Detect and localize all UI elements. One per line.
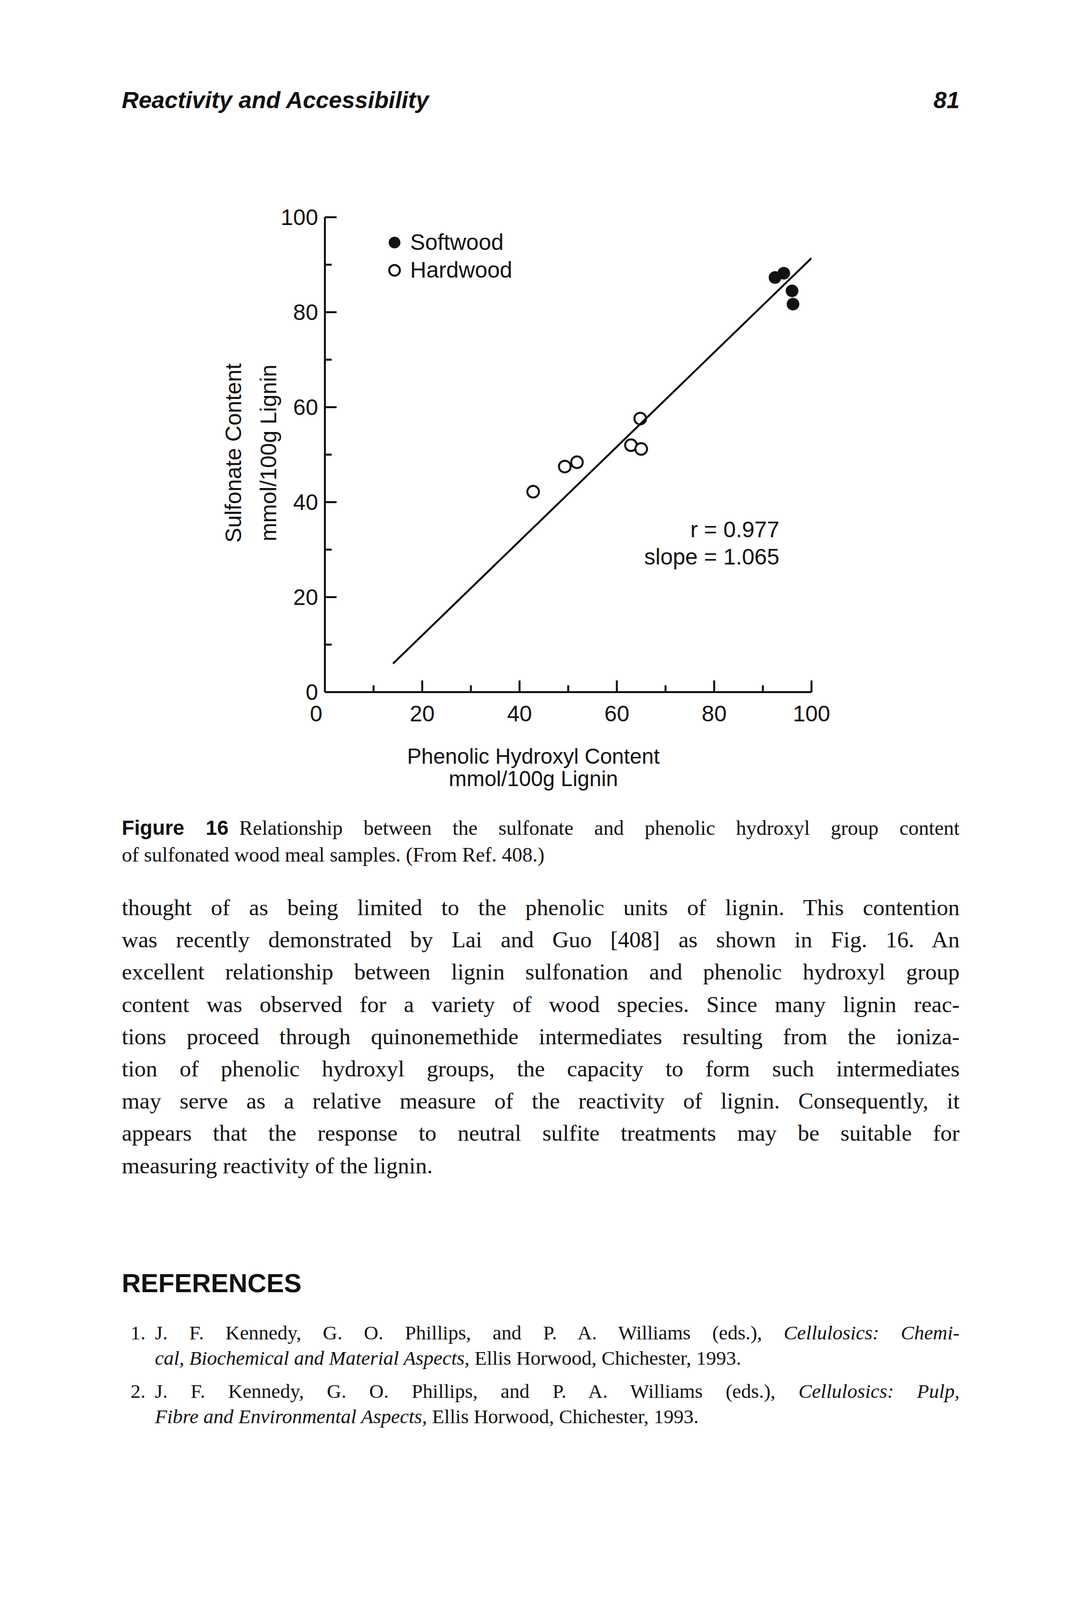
reference-number-text: 2.: [130, 1379, 146, 1403]
caption-text: Relationship between the sulfonate and p…: [239, 816, 960, 840]
x-tick-label: 20: [409, 700, 435, 727]
heading-text: REFERENCES: [121, 1268, 302, 1298]
data-point: [635, 443, 647, 455]
body-line: excellent relationship between lignin su…: [121, 958, 960, 985]
data-point: [777, 267, 790, 280]
reference-text: J. F. Kennedy, G. O. Phillips, and P. A.…: [154, 1379, 799, 1403]
y-axis-label: mmol/100g Lignin: [255, 364, 282, 542]
caption-line: of sulfonated wood meal samples. (From R…: [121, 843, 545, 867]
reference-line: J. F. Kennedy, G. O. Phillips, and P. A.…: [154, 1321, 960, 1345]
reference-number-text: 1.: [130, 1321, 146, 1344]
y-minor-tick: [324, 358, 332, 361]
x-minor-tick: [664, 685, 667, 693]
x-minor-tick: [761, 685, 764, 693]
page-number-text: 81: [933, 87, 960, 114]
x-tick-label: 0: [309, 700, 323, 727]
x-axis-label: Phenolic Hydroxyl Content: [407, 744, 660, 769]
y-tick-label: 100: [280, 204, 319, 230]
caption-text: of sulfonated wood meal samples. (From R…: [121, 843, 545, 867]
y-minor-tick: [324, 264, 332, 266]
x-minor-tick: [372, 685, 375, 693]
x-tick: [810, 680, 813, 693]
legend-label: Softwood: [410, 229, 504, 255]
body-text: was recently demonstrated by Lai and Guo…: [121, 926, 960, 953]
body-line: measuring reactivity of the lignin.: [121, 1152, 960, 1179]
x-tick-label: 100: [792, 700, 831, 727]
regression-line: [393, 258, 812, 664]
x-axis-label: mmol/100g Lignin: [448, 766, 618, 791]
running-header: Reactivity and Accessibility: [121, 86, 430, 114]
y-tick: [324, 691, 337, 694]
data-point: [634, 412, 646, 425]
x-minor-tick: [470, 685, 472, 693]
body-text: content was observed for a variety of wo…: [121, 991, 960, 1018]
y-tick: [324, 596, 337, 599]
plot-marks: [393, 258, 812, 664]
x-tick: [615, 680, 618, 693]
data-point: [570, 456, 583, 469]
reference-text: Cellulosics: Pulp,: [798, 1379, 960, 1403]
body-text: excellent relationship between lignin su…: [121, 959, 960, 985]
legend-marker: [389, 237, 400, 248]
x-tick: [421, 680, 424, 693]
data-point: [787, 298, 799, 310]
body-line: may serve as a relative measure of the r…: [121, 1087, 960, 1114]
reference-text: , Ellis Horwood, Chichester, 1993.: [421, 1405, 699, 1428]
x-tick-label: 80: [701, 700, 727, 727]
y-minor-tick: [324, 643, 332, 646]
x-tick-label: 40: [507, 700, 532, 727]
reference-line: Fibre and Environmental Aspects, Ellis H…: [154, 1404, 960, 1429]
reference-text: Cellulosics: Chemi-: [783, 1321, 960, 1344]
data-point: [527, 486, 540, 498]
body-line: appears that the response to neutral sul…: [121, 1119, 960, 1147]
reference-line: cal, Biochemical and Material Aspects, E…: [154, 1346, 960, 1370]
legend-marker: [389, 264, 400, 276]
body-line: tion of phenolic hydroxyl groups, the ca…: [121, 1055, 960, 1082]
body-line: content was observed for a variety of wo…: [121, 991, 960, 1018]
header-title: Reactivity and Accessibility: [121, 87, 430, 114]
data-point: [559, 460, 571, 473]
body-line: thought of as being limited to the pheno…: [121, 894, 960, 921]
data-point: [786, 284, 798, 297]
y-tick-label: 80: [293, 299, 319, 325]
y-tick: [324, 501, 337, 504]
legend-label: Hardwood: [410, 257, 513, 283]
x-tick: [518, 680, 521, 693]
body-text: tions proceed through quinonemethide int…: [121, 1023, 960, 1050]
body-text: tion of phenolic hydroxyl groups, the ca…: [121, 1056, 960, 1082]
y-tick: [324, 216, 337, 219]
caption-label: Figure 16: [121, 816, 229, 840]
y-tick: [324, 406, 337, 409]
x-tick: [713, 680, 716, 693]
body-text: thought of as being limited to the pheno…: [121, 894, 960, 921]
x-minor-tick: [567, 685, 570, 693]
annotation: slope = 1.065: [643, 544, 780, 570]
reference-line: J. F. Kennedy, G. O. Phillips, and P. A.…: [154, 1379, 960, 1403]
annotation: r = 0.977: [690, 516, 780, 543]
reference-number: 2.: [130, 1379, 146, 1403]
caption-line: Figure 16 Relationship between the sulfon…: [121, 816, 960, 840]
reference-text: J. F. Kennedy, G. O. Phillips, and P. A.…: [154, 1321, 784, 1344]
y-axis-label: Sulfonate Content: [220, 363, 246, 543]
y-tick-label: 60: [293, 394, 319, 420]
reference-number: 1.: [130, 1321, 146, 1345]
body-line: was recently demonstrated by Lai and Guo…: [121, 926, 960, 953]
y-minor-tick: [324, 548, 332, 551]
x-tick-label: 60: [604, 700, 630, 727]
y-tick-label: 20: [293, 584, 319, 610]
body-text: appears that the response to neutral sul…: [121, 1120, 960, 1146]
body-text: measuring reactivity of the lignin.: [121, 1152, 433, 1179]
page-number: 81: [862, 86, 960, 114]
reference-text: cal, Biochemical and Material Aspects: [154, 1346, 465, 1370]
references-heading: REFERENCES: [121, 1267, 302, 1299]
y-minor-tick: [324, 453, 332, 456]
y-tick: [324, 311, 337, 314]
reference-text: Fibre and Environmental Aspects: [154, 1405, 422, 1428]
body-line: tions proceed through quinonemethide int…: [121, 1023, 960, 1050]
reference-text: , Ellis Horwood, Chichester, 1993.: [464, 1346, 742, 1370]
y-tick-label: 40: [293, 489, 319, 515]
body-text: may serve as a relative measure of the r…: [121, 1088, 960, 1114]
